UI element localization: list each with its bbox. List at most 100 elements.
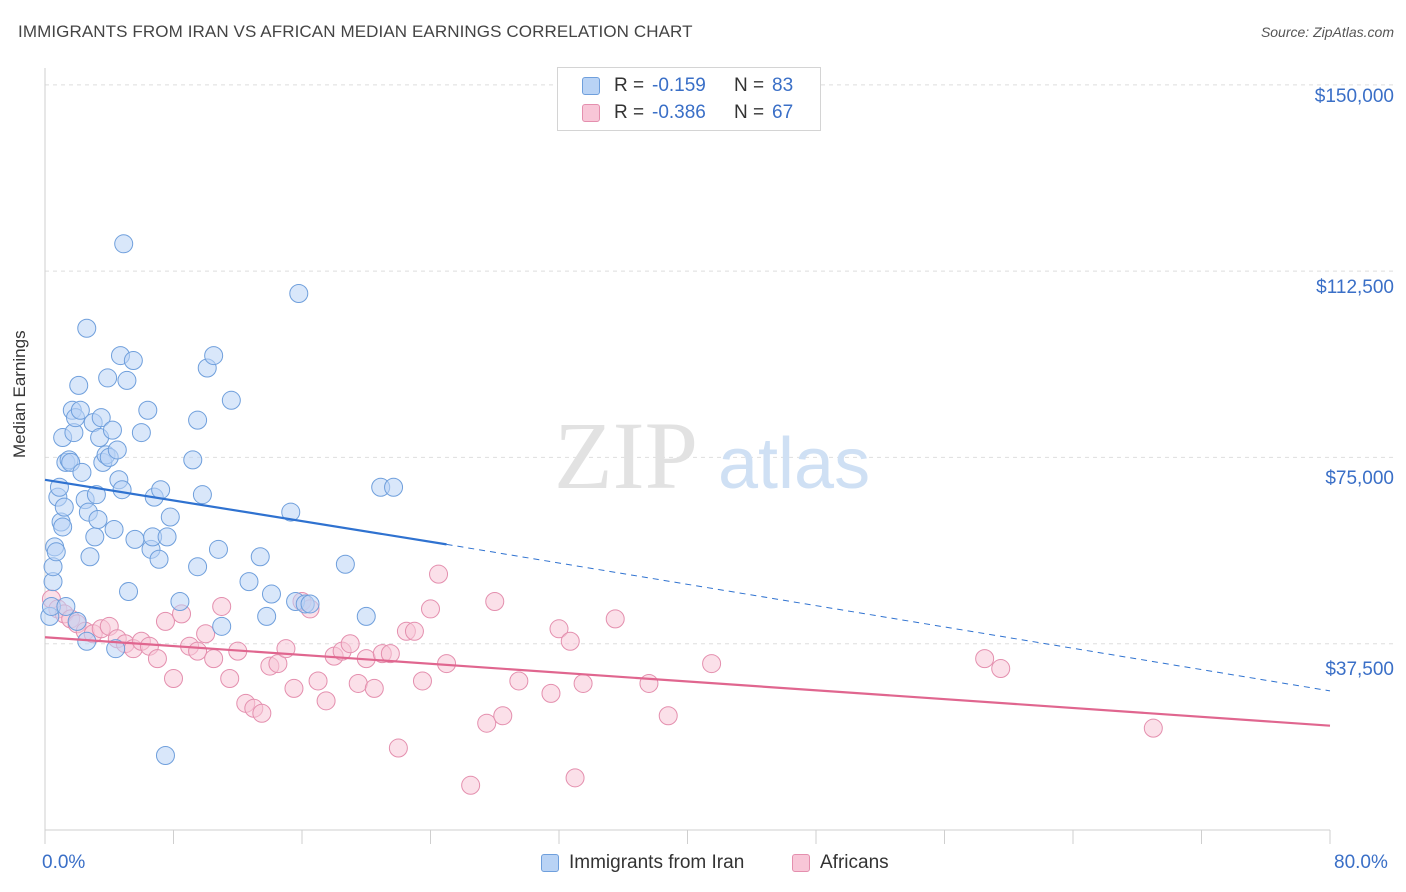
iran-point: [123, 351, 143, 371]
legend-label-africans: Africans: [820, 852, 889, 873]
africans-point: [252, 703, 272, 723]
africans-point: [702, 654, 722, 674]
africans-point: [412, 671, 432, 691]
watermark-zip: ZIP: [554, 402, 698, 509]
chart-title: IMMIGRANTS FROM IRAN VS AFRICAN MEDIAN E…: [18, 22, 693, 41]
africans-point: [147, 649, 167, 669]
n-value: 83: [772, 75, 794, 96]
africans-point: [429, 564, 449, 584]
y-axis-label: Median Earnings: [10, 330, 29, 458]
africans-point: [404, 621, 424, 641]
iran-point: [77, 318, 97, 338]
iran-point: [54, 497, 74, 517]
africans-point: [284, 678, 304, 698]
y-tick-label: $75,000: [1325, 468, 1394, 489]
iran-point: [157, 527, 177, 547]
iran-point: [114, 234, 134, 254]
legend-swatch-africans: [792, 854, 810, 872]
iran-point: [221, 390, 241, 410]
africans-point: [605, 609, 625, 629]
iran-point: [261, 584, 281, 604]
legend-label-iran: Immigrants from Iran: [569, 852, 745, 873]
iran-point: [208, 539, 228, 559]
iran-point: [188, 557, 208, 577]
iran-point: [170, 591, 190, 611]
iran-point: [160, 507, 180, 527]
iran-point: [106, 639, 126, 659]
africans-point: [380, 644, 400, 664]
africans-point: [364, 678, 384, 698]
iran-point: [53, 517, 73, 537]
source-label: Source: ZipAtlas.com: [1260, 24, 1394, 40]
iran-point: [56, 596, 76, 616]
watermark: ZIP atlas: [554, 402, 870, 509]
iran-point: [98, 368, 118, 388]
iran-point: [356, 606, 376, 626]
iran-point: [300, 594, 320, 614]
iran-point: [70, 400, 90, 420]
r-value: -0.159: [652, 75, 706, 96]
iran-point: [80, 547, 100, 567]
africans-point: [485, 591, 505, 611]
legend-swatch-iran: [582, 77, 600, 95]
iran-point: [183, 450, 203, 470]
r-label: R =: [614, 75, 645, 96]
africans-point: [188, 641, 208, 661]
legend-item-iran[interactable]: Immigrants from Iran: [541, 852, 744, 874]
n-value: 67: [772, 102, 794, 123]
iran-point: [212, 616, 232, 636]
africans-point: [220, 668, 240, 688]
iran-point: [151, 480, 171, 500]
africans-point: [541, 683, 561, 703]
y-tick-label: $37,500: [1325, 659, 1394, 680]
iran-point: [131, 423, 151, 443]
africans-point: [509, 671, 529, 691]
iran-point: [335, 554, 355, 574]
africans-point: [658, 706, 678, 726]
iran-point: [102, 420, 122, 440]
n-label: N =: [734, 102, 765, 123]
trend-lines: [44, 478, 1331, 727]
iran-point: [204, 346, 224, 366]
iran-point: [289, 283, 309, 303]
iran-point: [112, 480, 132, 500]
africans-point: [316, 691, 336, 711]
africans-point: [493, 706, 513, 726]
iran-point: [69, 375, 89, 395]
x-tick-label: 0.0%: [42, 852, 86, 873]
grid-lines: [45, 84, 1395, 645]
africans-point: [268, 654, 288, 674]
iran-point: [138, 400, 158, 420]
iran-point: [125, 529, 145, 549]
y-tick-label: $112,500: [1316, 277, 1394, 298]
africans-point: [573, 673, 593, 693]
africans-point: [212, 596, 232, 616]
watermark-atlas: atlas: [718, 424, 870, 504]
n-label: N =: [734, 75, 765, 96]
africans-point: [204, 649, 224, 669]
y-tick-label: $150,000: [1314, 86, 1394, 107]
africans-point: [421, 599, 440, 619]
axes: [44, 68, 1331, 844]
africans-point: [565, 768, 585, 788]
iran-point: [88, 510, 108, 530]
r-label: R =: [614, 102, 645, 123]
legend-row-iran: R = -0.159 N = 83: [582, 73, 793, 99]
iran-trend-line: [44, 478, 447, 546]
africans-point: [340, 634, 360, 654]
iran-point: [239, 572, 259, 592]
iran-point: [107, 440, 127, 460]
africans-trend-line: [44, 636, 1331, 727]
iran-point: [104, 519, 124, 539]
iran-point: [192, 485, 212, 505]
legend-item-africans[interactable]: Africans: [792, 852, 889, 874]
africans-point: [549, 619, 569, 639]
africans-point: [991, 659, 1011, 679]
africans-point: [461, 775, 481, 795]
iran-point: [117, 370, 137, 390]
iran-point: [384, 477, 404, 497]
africans-point: [975, 649, 995, 669]
x-tick-label: 80.0%: [1334, 852, 1388, 873]
legend-swatch-africans: [582, 104, 600, 122]
